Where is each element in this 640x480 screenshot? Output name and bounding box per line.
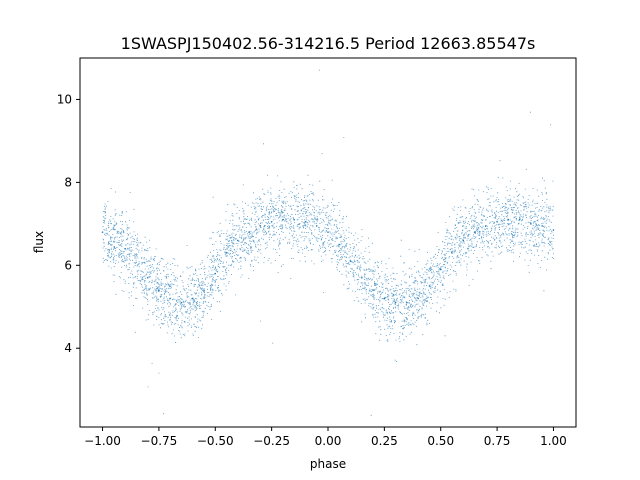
data-point xyxy=(394,301,397,304)
data-point xyxy=(180,301,183,304)
data-point xyxy=(203,289,205,291)
x-tick-label: −0.50 xyxy=(197,434,234,448)
y-tick-label: 8 xyxy=(64,175,72,189)
data-point xyxy=(124,247,126,250)
data-point xyxy=(361,276,363,279)
data-point xyxy=(507,218,510,221)
data-point xyxy=(428,285,431,287)
data-point xyxy=(530,223,532,225)
data-point xyxy=(473,231,476,233)
data-point xyxy=(293,218,295,221)
chart-title: 1SWASPJ150402.56-314216.5 Period 12663.8… xyxy=(121,34,536,53)
scatter-points xyxy=(101,69,555,416)
data-point xyxy=(338,243,341,246)
x-tick-label: 1.00 xyxy=(540,434,567,448)
data-point xyxy=(552,229,555,231)
data-point xyxy=(372,289,374,291)
data-point xyxy=(146,276,149,279)
data-point xyxy=(158,289,160,291)
y-tick-label: 6 xyxy=(64,258,72,272)
data-point xyxy=(237,239,239,242)
data-point xyxy=(439,268,442,271)
x-tick-label: −0.25 xyxy=(253,434,290,448)
data-point xyxy=(485,225,487,227)
x-tick-label: 0.75 xyxy=(484,434,511,448)
data-point xyxy=(496,220,498,223)
data-point xyxy=(462,239,465,242)
data-point xyxy=(327,231,329,233)
data-point xyxy=(259,225,262,227)
y-axis-ticks: 4 6 8 10 xyxy=(57,92,80,355)
data-point xyxy=(304,220,307,223)
data-point xyxy=(225,252,228,254)
y-tick-label: 10 xyxy=(57,92,72,106)
data-point xyxy=(541,225,543,227)
x-axis-ticks: −1.00 −0.75 −0.50 −0.25 0.00 0.25 0.50 0.75 1.00 xyxy=(84,427,567,448)
x-tick-label: −1.00 xyxy=(84,434,121,448)
data-point xyxy=(191,297,194,300)
x-tick-label: 0.50 xyxy=(427,434,454,448)
data-point xyxy=(349,260,352,262)
y-axis-label: flux xyxy=(32,231,46,253)
data-point xyxy=(248,231,250,233)
data-point xyxy=(383,297,386,300)
data-point xyxy=(169,297,171,300)
data-point xyxy=(270,220,273,223)
x-tick-label: −0.75 xyxy=(141,434,178,448)
x-tick-label: 0.25 xyxy=(371,434,398,448)
data-point xyxy=(315,225,318,227)
data-point xyxy=(282,218,284,221)
data-point xyxy=(406,301,408,304)
x-axis-label: phase xyxy=(310,457,346,471)
data-point xyxy=(101,231,104,233)
data-point xyxy=(451,252,453,254)
data-point xyxy=(214,272,217,275)
data-point xyxy=(518,218,521,221)
y-tick-label: 4 xyxy=(64,341,72,355)
data-point xyxy=(417,297,419,300)
scatter-cloud xyxy=(102,69,555,416)
x-tick-label: 0.00 xyxy=(315,434,342,448)
